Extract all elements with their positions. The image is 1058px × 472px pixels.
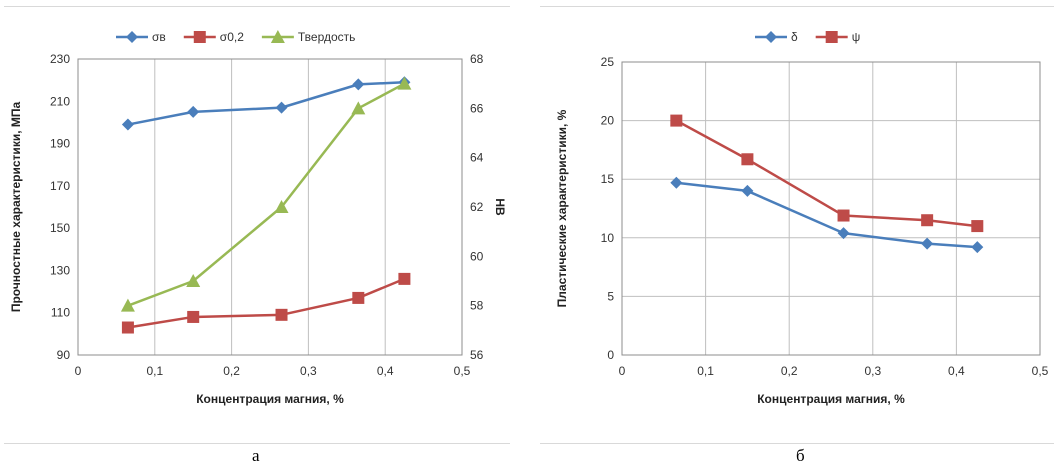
y-tick-label: 170: [50, 179, 70, 193]
legend-label: Твердость: [298, 30, 356, 44]
x-tick-label: 0,2: [781, 364, 798, 378]
data-point-marker: [274, 200, 289, 213]
data-point-marker: [398, 272, 411, 285]
y-tick-label: 5: [607, 289, 614, 303]
chart-panel-b: 0 0,1 0,2 0,3 0,4 0,5 0 5 10 15 20 25 Концентрация м…: [540, 6, 1054, 444]
y-tick-label: 25: [601, 55, 615, 69]
data-point-marker: [352, 78, 365, 91]
y2-tick-label: 60: [470, 249, 484, 263]
x-tick-label: 0,4: [377, 364, 394, 378]
y-tick-label: 110: [51, 306, 70, 320]
caption-a: а: [252, 446, 260, 465]
data-point-marker: [275, 308, 288, 321]
legend-marker: [126, 31, 138, 43]
caption-b: б: [796, 446, 805, 465]
legend-marker: [765, 31, 777, 43]
data-point-marker: [121, 118, 134, 131]
data-point-marker: [397, 76, 412, 90]
y-tick-label: 20: [601, 114, 615, 128]
x-tick-label: 0: [619, 364, 626, 378]
x-tick-label: 0,3: [300, 364, 317, 378]
chart-panel-a: 0 0,1 0,2 0,3 0,4 0,5 90 110 130 150 170 190 210 230 5…: [4, 6, 510, 444]
data-point-marker: [351, 101, 366, 115]
x-axis-title: Концентрация магния, %: [757, 392, 905, 406]
y-tick-label: 210: [50, 94, 70, 108]
y2-tick-label: 62: [470, 200, 484, 214]
data-point-marker: [971, 220, 984, 233]
series-line-1: [127, 81, 405, 126]
x-tick-label: 0,2: [223, 364, 240, 378]
y-tick-label: 10: [601, 231, 615, 245]
x-tick-label: 0,5: [1032, 364, 1049, 378]
data-point-marker: [120, 298, 135, 312]
data-point-marker: [971, 241, 984, 254]
data-point-marker: [670, 114, 683, 127]
series-line-2: [675, 119, 978, 228]
data-point-marker: [921, 214, 934, 227]
y2-tick-label: 58: [470, 299, 484, 313]
data-point-marker: [741, 153, 754, 166]
y-axis-title: Прочностные характеристики, МПа: [9, 102, 23, 313]
y-axis-title: Пластические характеристики, %: [555, 109, 569, 307]
data-point-marker: [741, 184, 754, 197]
data-point-marker: [352, 291, 365, 304]
x-tick-label: 0,5: [454, 364, 471, 378]
y-tick-label: 150: [50, 221, 70, 235]
y-tick-label: 15: [601, 172, 615, 186]
y-tick-label: 0: [607, 348, 614, 362]
y2-axis-title: HB: [493, 198, 507, 216]
y-tick-label: 230: [50, 52, 70, 66]
legend-marker: [193, 31, 206, 43]
legend-label: σв: [152, 30, 166, 44]
legend-label: δ: [791, 30, 798, 44]
y2-tick-label: 64: [470, 151, 484, 165]
data-point-marker: [837, 209, 850, 222]
x-tick-label: 0,1: [146, 364, 163, 378]
y-tick-label: 130: [50, 263, 70, 277]
legend-marker: [270, 30, 285, 43]
y-tick-label: 90: [57, 348, 71, 362]
chart-b-svg: 0 0,1 0,2 0,3 0,4 0,5 0 5 10 15 20 25 Концентрация м…: [555, 30, 1049, 406]
chart-a-svg: 0 0,1 0,2 0,3 0,4 0,5 90 110 130 150 170 190 210 230 5…: [9, 30, 507, 406]
x-tick-label: 0: [75, 364, 82, 378]
data-point-marker: [187, 310, 200, 323]
data-point-marker: [121, 321, 134, 334]
y-tick-label: 190: [50, 137, 70, 151]
data-point-marker: [837, 227, 850, 240]
x-tick-label: 0,1: [697, 364, 714, 378]
plot-frame: [77, 58, 463, 356]
x-tick-label: 0,3: [864, 364, 881, 378]
data-point-marker: [670, 176, 683, 189]
legend-label: σ0,2: [220, 30, 244, 44]
legend-label: ψ: [852, 30, 861, 44]
legend-marker: [825, 31, 838, 43]
y2-tick-label: 56: [470, 348, 484, 362]
x-axis-title: Концентрация магния, %: [196, 392, 344, 406]
y2-tick-label: 66: [470, 101, 484, 115]
data-point-marker: [275, 101, 288, 114]
x-tick-label: 0,4: [948, 364, 965, 378]
plot-frame: [621, 61, 1041, 356]
data-point-marker: [921, 237, 934, 250]
data-point-marker: [187, 105, 200, 118]
y2-tick-label: 68: [470, 52, 484, 66]
data-point-marker: [186, 274, 201, 287]
